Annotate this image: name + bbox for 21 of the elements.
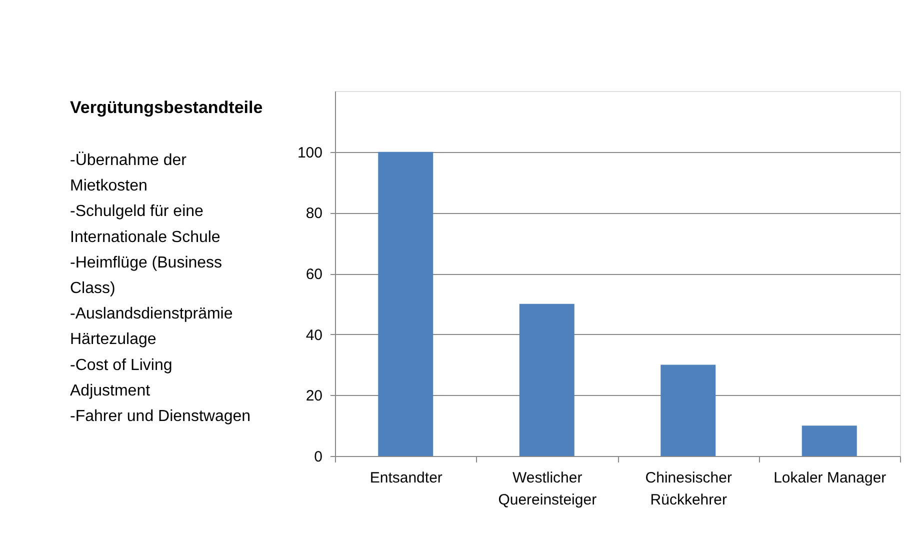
text: -Heimflüge (Business Class) bbox=[70, 254, 222, 297]
bar bbox=[802, 426, 857, 456]
x-tick-label: Westlicher Quereinsteiger bbox=[498, 470, 597, 508]
y-tick-label: 100 bbox=[297, 144, 322, 162]
y-tick-label: 80 bbox=[306, 205, 322, 222]
text: -Fahrer und Dienstwagen bbox=[70, 408, 251, 425]
text: -Schulgeld für eine Internationale Schule bbox=[70, 203, 220, 246]
x-tick-label: Entsandter bbox=[370, 470, 442, 486]
bar bbox=[660, 364, 716, 456]
bar bbox=[519, 304, 574, 456]
y-tick-label: 0 bbox=[314, 448, 322, 466]
bar bbox=[378, 152, 434, 456]
y-tick-label: 40 bbox=[306, 326, 322, 344]
x-tick-label: Lokaler Manager bbox=[774, 470, 886, 486]
text: -Cost of Living Adjustment bbox=[70, 356, 172, 400]
text: -Auslandsdienstprämie Härtezulage bbox=[70, 306, 233, 348]
y-tick-label: 20 bbox=[306, 388, 322, 405]
x-tick-label: Chinesischer Rückkehrer bbox=[645, 470, 732, 508]
y-tick-label: 60 bbox=[306, 266, 322, 283]
text: Vergütungsbestandteile bbox=[70, 98, 263, 117]
text: -Übernahme der Mietkosten bbox=[70, 151, 188, 195]
